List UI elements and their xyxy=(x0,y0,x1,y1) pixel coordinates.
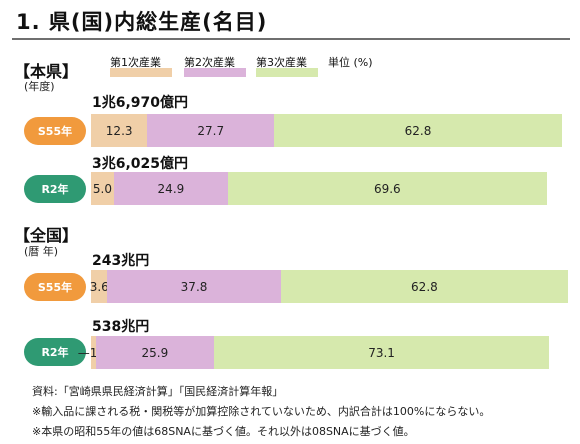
row-total: 1兆6,970億円 xyxy=(92,95,189,111)
data-label: 27.7 xyxy=(197,123,225,138)
bar-segment-tertiary: 62.8 xyxy=(280,270,569,303)
bar-segment-secondary: 37.8 xyxy=(107,270,281,303)
legend-label-tertiary: 第3次産業 xyxy=(256,56,307,69)
row-badge: S55年 xyxy=(24,117,86,145)
stacked-bar: 5.0 24.9 69.6 xyxy=(91,172,549,205)
legend-swatch-tertiary xyxy=(256,68,318,77)
legend-item-secondary: 第2次産業 xyxy=(184,54,252,78)
title-underline xyxy=(12,38,570,40)
legend-label-secondary: 第2次産業 xyxy=(184,56,235,69)
row-badge: S55年 xyxy=(24,273,86,301)
stacked-bar: —1.0 25.9 73.1 xyxy=(78,336,549,369)
row-badge: R2年 xyxy=(24,175,86,203)
bar-segment-tertiary: 73.1 xyxy=(214,336,549,369)
bar-segment-primary: 5.0 xyxy=(91,172,114,205)
section-heading-national: 【全国】 xyxy=(14,226,79,245)
legend-label-primary: 第1次産業 xyxy=(110,56,161,69)
data-label: 24.9 xyxy=(157,181,185,196)
footnote-tax: ※輸入品に課される税・関税等が加算控除されていないため、内訳合計は100%になら… xyxy=(32,405,491,418)
legend: 第1次産業 第2次産業 第3次産業 xyxy=(110,54,410,78)
data-label: 62.8 xyxy=(411,279,438,294)
bar-segment-tertiary: 69.6 xyxy=(227,172,547,205)
stacked-bar: 3.6 37.8 62.8 xyxy=(89,270,569,303)
data-label: 37.8 xyxy=(180,279,208,294)
section-heading-prefecture: 【本県】 xyxy=(14,62,79,81)
bar-segment-tertiary: 62.8 xyxy=(274,114,562,147)
unit-label: 単位 (%) xyxy=(328,56,373,69)
legend-swatch-primary xyxy=(110,68,172,77)
stacked-bar: 12.3 27.7 62.8 xyxy=(91,114,562,147)
bar-segment-primary: 12.3 xyxy=(91,114,148,147)
data-label: 5.0 xyxy=(92,181,112,196)
bar-segment-primary: 3.6 xyxy=(89,270,109,303)
data-label: 12.3 xyxy=(105,123,133,138)
bar-segment-secondary: 25.9 xyxy=(95,336,215,369)
bar-segment-secondary: 24.9 xyxy=(113,172,228,205)
bar-segment-secondary: 27.7 xyxy=(147,114,275,147)
legend-item-primary: 第1次産業 xyxy=(110,54,178,78)
row-total: 243兆円 xyxy=(92,253,150,269)
year-note-prefecture: (年度) xyxy=(24,80,55,93)
data-label: 3.6 xyxy=(89,279,109,294)
row-badge: R2年 xyxy=(24,338,86,366)
row-total: 3兆6,025億円 xyxy=(92,156,189,172)
year-note-national: (暦 年) xyxy=(24,245,59,258)
data-label: 62.8 xyxy=(404,123,432,138)
chart-title: 1. 県(国)内総生産(名目) xyxy=(16,10,268,34)
data-label: 69.6 xyxy=(373,181,401,196)
row-total: 538兆円 xyxy=(92,319,150,335)
data-label: 25.9 xyxy=(141,345,169,360)
source-note: 資料:「宮崎県県民経済計算」「国民経済計算年報」 xyxy=(32,385,284,398)
legend-item-tertiary: 第3次産業 xyxy=(256,54,324,78)
footnote-sna: ※本県の昭和55年の値は68SNAに基づく値。それ以外は08SNAに基づく値。 xyxy=(32,425,415,438)
legend-swatch-secondary xyxy=(184,68,246,77)
data-label: 73.1 xyxy=(368,345,395,360)
